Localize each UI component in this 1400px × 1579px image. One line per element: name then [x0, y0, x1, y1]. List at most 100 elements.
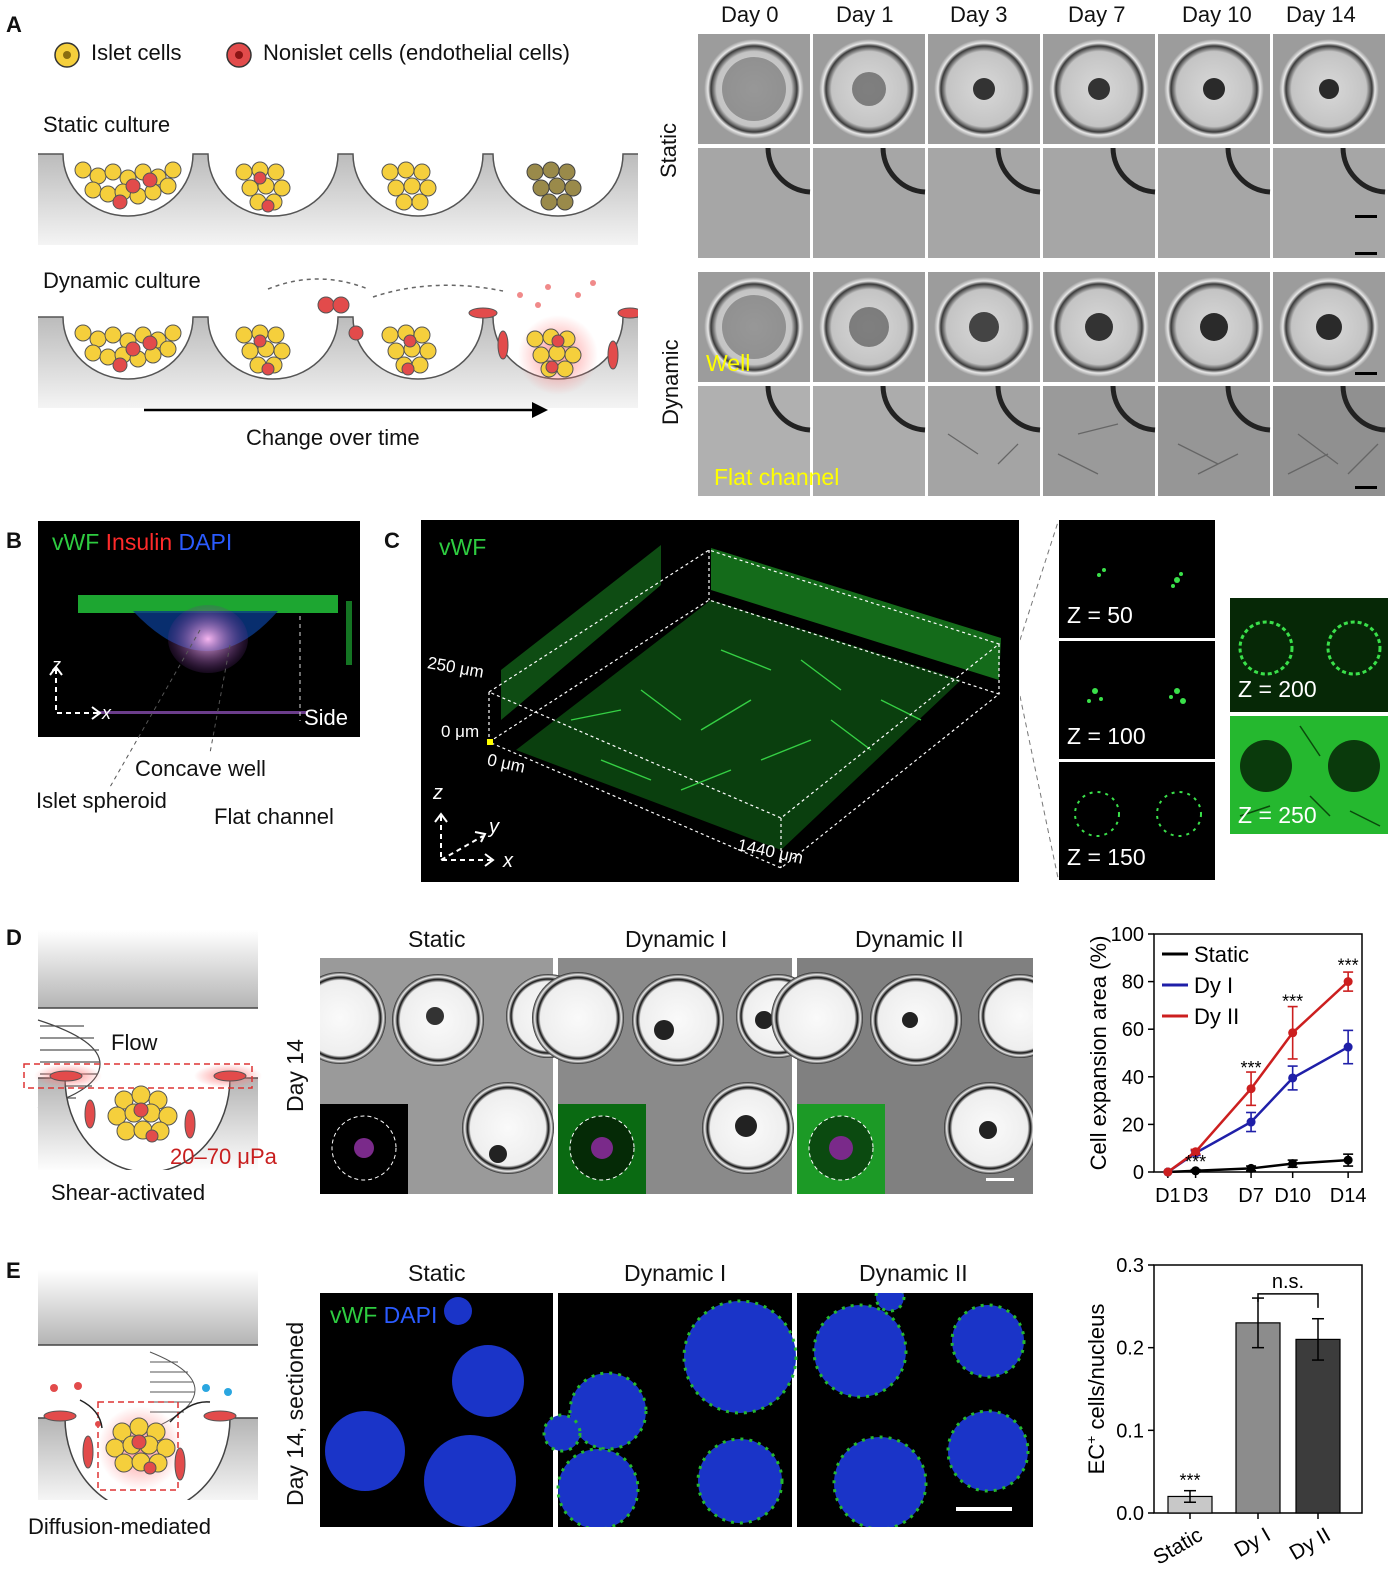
ec-bar-chart: 0.0 0.1 0.2 0.3 EC+ cells/nucleus Static Dy I D…	[1083, 1255, 1363, 1570]
time-arrow-label: Change over time	[246, 425, 420, 450]
row-label-day14-sectioned: Day 14, sectioned	[282, 1321, 308, 1506]
panel-label-b: B	[6, 528, 22, 553]
diffusion-caption: Diffusion-mediated	[28, 1514, 212, 1539]
panel-label-a: A	[6, 12, 22, 37]
y-axis-label: EC+ cells/nucleus	[1083, 1304, 1109, 1475]
legend-label: Static	[1194, 942, 1249, 967]
islet-cell-icon	[54, 42, 80, 68]
condition-header: Dynamic I	[625, 926, 728, 952]
data-point	[1288, 1159, 1298, 1169]
legend-nonislet-label: Nonislet cells (endothelial cells)	[263, 40, 570, 65]
concave-well-label: Concave well	[135, 756, 266, 781]
data-point	[1343, 977, 1353, 987]
day14-micrograph-strip	[320, 958, 1033, 1194]
data-point	[1191, 1166, 1201, 1176]
row-label-day14: Day 14	[282, 1039, 308, 1112]
condition-header: Dynamic I	[624, 1260, 727, 1286]
axis-z-label: z	[52, 655, 61, 675]
shear-stress-label: 20–70 μPa	[170, 1144, 277, 1169]
day-header: Day 0	[721, 2, 779, 27]
stain-legend: vWF Insulin DAPI	[52, 529, 233, 555]
bar	[1235, 1322, 1281, 1514]
brightfield-micrograph-grid	[698, 34, 1386, 496]
day-header: Day 14	[1286, 2, 1356, 27]
y-tick-label: 0.3	[1116, 1255, 1144, 1277]
data-point	[1343, 1155, 1353, 1165]
axis-x-label: x	[102, 703, 111, 723]
expansion-line-chart: 0 20 40 60 80 100 D1 D3 D7 D10 D14 Cell expansion a…	[1086, 924, 1366, 1207]
x-tick-label: D1	[1155, 1185, 1181, 1207]
x-tick-label: Dy II	[1286, 1523, 1335, 1565]
stain-legend-e: vWF DAPI	[330, 1302, 438, 1328]
data-point	[1246, 1163, 1256, 1173]
significance-mark: ***	[1185, 1152, 1206, 1172]
day-header: Day 3	[950, 2, 1008, 27]
significance-mark: ***	[1241, 1058, 1262, 1078]
static-culture-schematic	[38, 150, 638, 245]
day-header: Day 10	[1182, 2, 1252, 27]
y-tick-label: 0.1	[1116, 1420, 1144, 1442]
x-tick-label: D10	[1274, 1185, 1311, 1207]
time-arrow	[144, 402, 548, 418]
well-label: Well	[706, 350, 751, 376]
y-tick-label: 0.2	[1116, 1338, 1144, 1360]
shear-schematic	[23, 930, 262, 1170]
y-tick-label: 0.0	[1116, 1503, 1144, 1525]
zoom-lines	[1020, 521, 1059, 879]
sectioned-fluorescence-strip	[320, 1293, 1033, 1527]
x-tick-label: Dy I	[1231, 1523, 1275, 1562]
panel-label-c: C	[384, 528, 400, 553]
y-tick-label: 20	[1122, 1114, 1144, 1136]
z-slice-250: Z = 250	[1230, 716, 1388, 834]
data-point	[1163, 1167, 1173, 1177]
flat-channel-label: Flat channel	[714, 464, 840, 490]
plot-frame	[1153, 933, 1363, 1173]
condition-header: Dynamic II	[859, 1260, 968, 1286]
z0-label: 0 μm	[441, 722, 480, 741]
x-tick-label: D7	[1238, 1185, 1264, 1207]
axis-z: z	[433, 782, 443, 804]
axis-x: x	[503, 850, 513, 872]
z-slice-200: Z = 200	[1230, 598, 1388, 712]
legend-islet-label: Islet cells	[91, 40, 182, 65]
ns-label: n.s.	[1272, 1271, 1304, 1293]
data-point	[1343, 1042, 1353, 1052]
z-slice-50: Z = 50	[1059, 520, 1215, 638]
islet-spheroid-label: Islet spheroid	[36, 788, 167, 813]
y-tick-label: 80	[1122, 972, 1144, 994]
condition-header: Static	[408, 926, 466, 952]
vwf-label: vWF	[439, 534, 487, 560]
static-culture-title: Static culture	[43, 112, 171, 137]
data-point	[1246, 1117, 1256, 1127]
dynamic-culture-title: Dynamic culture	[43, 268, 201, 293]
side-label: Side	[304, 705, 349, 730]
flow-label: Flow	[111, 1030, 158, 1055]
day-header: Day 1	[836, 2, 894, 27]
y-axis-label: Cell expansion area (%)	[1086, 936, 1111, 1171]
nonislet-cell-icon	[226, 42, 252, 68]
side-view-micrograph: vWF Insulin DAPI z x Side	[38, 521, 360, 737]
panel-label-d: D	[6, 925, 22, 950]
data-point	[1288, 1028, 1298, 1038]
annotation-lines	[109, 629, 231, 788]
z-slice-100: Z = 100	[1059, 641, 1215, 759]
dynamic-culture-schematic	[38, 278, 638, 408]
data-point	[1191, 1147, 1201, 1157]
y-tick-label: 40	[1122, 1067, 1144, 1089]
legend-label: Dy II	[1194, 1004, 1239, 1029]
data-point	[1246, 1084, 1256, 1094]
significance-mark: ***	[1282, 991, 1303, 1011]
3d-confocal-render: vWF 250 μm 0 μm 0 μm 1440 μm z y x	[421, 520, 1019, 882]
legend-label: Dy I	[1194, 973, 1233, 998]
significance-mark: ***	[1179, 1471, 1200, 1491]
axis-y: y	[489, 816, 499, 838]
y-tick-label: 60	[1122, 1019, 1144, 1041]
z-slice-150: Z = 150	[1059, 762, 1215, 880]
bar	[1295, 1338, 1341, 1514]
row-label-static: Static	[656, 122, 681, 178]
diffusion-schematic	[38, 1270, 258, 1500]
flat-channel-annotation: Flat channel	[214, 804, 334, 829]
x-tick-label: Static	[1150, 1523, 1207, 1569]
axes-icon	[49, 665, 102, 720]
panel-label-e: E	[6, 1258, 21, 1283]
